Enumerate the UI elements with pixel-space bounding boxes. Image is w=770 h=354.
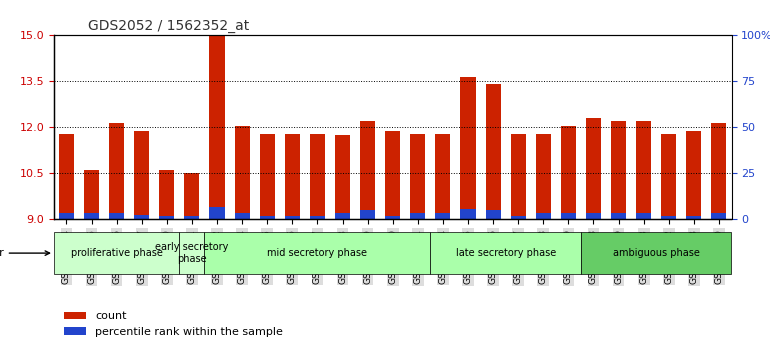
Bar: [636, 213, 651, 219]
Legend: count, percentile rank within the sample: count, percentile rank within the sample: [59, 307, 287, 341]
Bar: [335, 135, 350, 219]
Text: GDS2052 / 1562352_at: GDS2052 / 1562352_at: [88, 19, 249, 33]
Bar: [209, 35, 225, 219]
Bar: [385, 131, 400, 219]
Bar: [159, 216, 174, 219]
Bar: [511, 133, 526, 219]
Bar: [586, 213, 601, 219]
Bar: [310, 216, 325, 219]
FancyBboxPatch shape: [581, 233, 732, 274]
Text: ambiguous phase: ambiguous phase: [613, 248, 700, 258]
Bar: [536, 213, 551, 219]
Text: proliferative phase: proliferative phase: [71, 248, 162, 258]
Bar: [711, 123, 726, 219]
Bar: [435, 133, 450, 219]
Bar: [109, 123, 124, 219]
Bar: [561, 126, 576, 219]
Text: early secretory
phase: early secretory phase: [156, 242, 229, 264]
Bar: [686, 131, 701, 219]
Bar: [184, 216, 199, 219]
Bar: [360, 210, 375, 219]
Bar: [385, 216, 400, 219]
Bar: [711, 213, 726, 219]
Bar: [209, 207, 225, 219]
Bar: [486, 85, 500, 219]
Bar: [536, 133, 551, 219]
Bar: [611, 121, 626, 219]
Bar: [410, 213, 425, 219]
Text: late secretory phase: late secretory phase: [456, 248, 556, 258]
Bar: [159, 170, 174, 219]
Bar: [59, 133, 74, 219]
Bar: [486, 210, 500, 219]
Bar: [460, 209, 476, 219]
Bar: [235, 126, 249, 219]
Bar: [235, 213, 249, 219]
Bar: [611, 213, 626, 219]
FancyBboxPatch shape: [54, 233, 179, 274]
Bar: [636, 121, 651, 219]
Bar: [435, 213, 450, 219]
FancyBboxPatch shape: [179, 233, 205, 274]
Bar: [259, 216, 275, 219]
Bar: [360, 121, 375, 219]
Bar: [285, 133, 300, 219]
Bar: [335, 213, 350, 219]
Bar: [561, 213, 576, 219]
Bar: [661, 133, 676, 219]
FancyBboxPatch shape: [205, 233, 430, 274]
Bar: [184, 173, 199, 219]
Bar: [410, 133, 425, 219]
Bar: [661, 216, 676, 219]
Bar: [285, 216, 300, 219]
Bar: [310, 133, 325, 219]
Bar: [460, 77, 476, 219]
Bar: [109, 213, 124, 219]
Bar: [686, 216, 701, 219]
Bar: [84, 213, 99, 219]
Bar: [84, 170, 99, 219]
Text: other: other: [0, 248, 49, 258]
Bar: [134, 215, 149, 219]
Bar: [134, 131, 149, 219]
Text: mid secretory phase: mid secretory phase: [267, 248, 367, 258]
Bar: [59, 213, 74, 219]
Bar: [586, 118, 601, 219]
Bar: [511, 216, 526, 219]
Bar: [259, 133, 275, 219]
FancyBboxPatch shape: [430, 233, 581, 274]
